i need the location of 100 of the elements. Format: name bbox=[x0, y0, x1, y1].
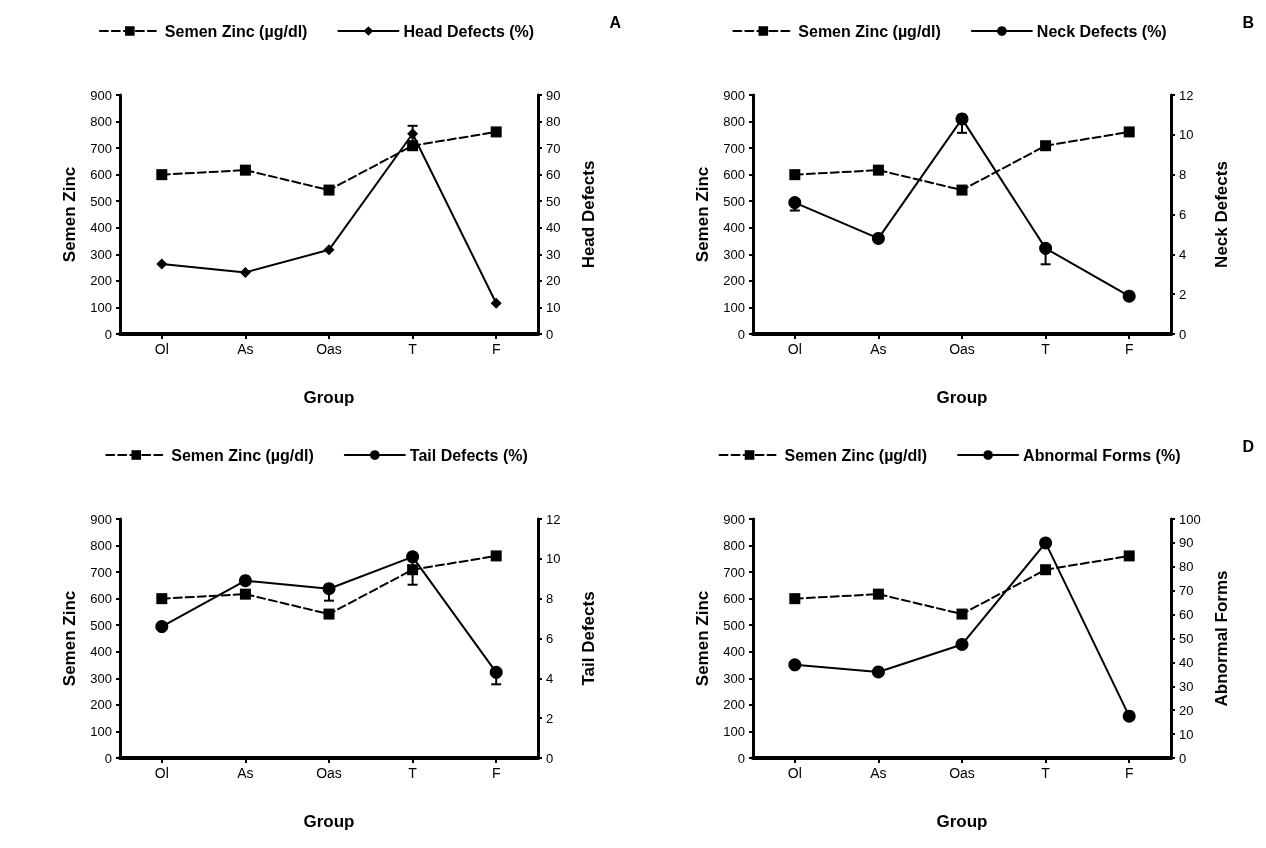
y2-tick-label: 8 bbox=[1179, 167, 1187, 183]
y-tick-label: 600 bbox=[90, 167, 112, 183]
y2-axis-title: Abnormal Forms bbox=[1212, 570, 1231, 707]
y-tick-label: 400 bbox=[723, 220, 745, 236]
y-tick-label: 0 bbox=[737, 326, 745, 342]
y2-tick-label: 6 bbox=[1179, 207, 1187, 222]
x-tick-label: T bbox=[1041, 341, 1051, 357]
point bbox=[1040, 564, 1052, 576]
point bbox=[407, 140, 419, 152]
y2-tick-label: 0 bbox=[546, 326, 554, 342]
y-tick-label: 700 bbox=[723, 564, 745, 580]
y-tick-label: 200 bbox=[723, 697, 745, 713]
point bbox=[155, 620, 169, 634]
x-tick-label: T bbox=[408, 765, 418, 781]
y-tick-label: 300 bbox=[723, 246, 745, 262]
point bbox=[871, 665, 885, 679]
x-axis-title: Group bbox=[936, 388, 988, 407]
y-tick-label: 700 bbox=[723, 140, 745, 156]
y-tick-label: 900 bbox=[90, 87, 112, 103]
y2-tick-label: 80 bbox=[546, 114, 561, 130]
point bbox=[239, 588, 251, 600]
text: A bbox=[609, 13, 622, 31]
y-tick-label: 700 bbox=[90, 564, 112, 580]
y2-tick-label: 30 bbox=[1179, 678, 1194, 694]
point bbox=[238, 574, 252, 588]
x-tick-label: As bbox=[237, 341, 254, 357]
point bbox=[1123, 550, 1135, 562]
point bbox=[1040, 140, 1052, 152]
point bbox=[323, 184, 335, 196]
y2-tick-label: 90 bbox=[1179, 535, 1194, 551]
legend-label: Neck Defects (%) bbox=[1036, 22, 1167, 40]
text: B bbox=[1242, 13, 1255, 31]
legend-label: Semen Zinc (µg/dl) bbox=[164, 22, 308, 40]
x-axis-title: Group bbox=[303, 812, 355, 831]
point bbox=[239, 164, 251, 176]
point bbox=[406, 550, 420, 564]
x-tick-label: Oas bbox=[949, 341, 975, 357]
y-tick-label: 100 bbox=[90, 299, 112, 315]
point bbox=[490, 550, 502, 562]
y2-tick-label: 6 bbox=[546, 631, 554, 646]
y-tick-label: 600 bbox=[723, 167, 745, 183]
legend-label: Semen Zinc (µg/dl) bbox=[171, 446, 314, 464]
y-tick-label: 800 bbox=[723, 114, 745, 130]
x-tick-label: T bbox=[1041, 765, 1051, 781]
x-tick-label: As bbox=[870, 765, 887, 781]
y-tick-label: 800 bbox=[723, 538, 745, 554]
y-tick-label: 100 bbox=[723, 299, 745, 315]
point bbox=[323, 608, 335, 620]
y-tick-label: 500 bbox=[90, 617, 112, 633]
y2-tick-label: 60 bbox=[1179, 607, 1194, 623]
y-tick-label: 0 bbox=[104, 326, 112, 342]
point bbox=[955, 637, 969, 651]
y-tick-label: 0 bbox=[737, 750, 745, 766]
point bbox=[323, 244, 335, 256]
y-tick-label: 0 bbox=[104, 750, 112, 766]
point bbox=[1123, 126, 1135, 138]
legend-label: Abnormal Forms (%) bbox=[1023, 446, 1181, 464]
y-tick-label: 500 bbox=[90, 193, 112, 209]
point bbox=[1039, 241, 1053, 255]
y-tick-label: 900 bbox=[90, 511, 112, 527]
point bbox=[407, 564, 419, 576]
y2-axis-title: Head Defects bbox=[579, 160, 598, 269]
legend-label: Semen Zinc (µg/dl) bbox=[798, 22, 941, 40]
y2-tick-label: 80 bbox=[1179, 559, 1194, 575]
point bbox=[872, 588, 884, 600]
y-tick-label: 800 bbox=[90, 538, 112, 554]
y-tick-label: 200 bbox=[90, 697, 112, 713]
y-tick-label: 500 bbox=[723, 617, 745, 633]
y2-tick-label: 100 bbox=[1179, 511, 1201, 527]
y-tick-label: 300 bbox=[90, 246, 112, 262]
y-axis-title: Semen Zinc bbox=[60, 166, 79, 263]
y2-tick-label: 2 bbox=[546, 710, 554, 726]
point bbox=[955, 112, 969, 126]
y2-tick-label: 0 bbox=[546, 750, 554, 766]
point bbox=[322, 582, 336, 596]
point bbox=[407, 128, 419, 140]
x-tick-label: Oas bbox=[316, 765, 342, 781]
y-tick-label: 200 bbox=[723, 273, 745, 289]
y2-tick-label: 70 bbox=[546, 140, 561, 156]
point bbox=[789, 593, 801, 605]
y-tick-label: 400 bbox=[723, 644, 745, 660]
y2-tick-label: 10 bbox=[546, 551, 561, 567]
legend-label: Tail Defects (%) bbox=[409, 446, 528, 464]
y-axis-title: Semen Zinc bbox=[693, 590, 712, 687]
point bbox=[956, 608, 968, 620]
legend-label: Semen Zinc (µg/dl) bbox=[784, 446, 928, 464]
y2-tick-label: 4 bbox=[546, 670, 554, 686]
point bbox=[956, 184, 968, 196]
y2-axis-title: Neck Defects bbox=[1212, 161, 1231, 268]
point bbox=[156, 593, 168, 605]
point bbox=[489, 665, 503, 679]
y-tick-label: 500 bbox=[723, 193, 745, 209]
y2-tick-label: 50 bbox=[546, 193, 561, 209]
y2-tick-label: 40 bbox=[1179, 654, 1194, 670]
y-tick-label: 900 bbox=[723, 87, 745, 103]
y2-tick-label: 10 bbox=[546, 299, 561, 315]
x-tick-label: Ol bbox=[154, 341, 169, 357]
y2-tick-label: 0 bbox=[1179, 326, 1187, 342]
y-axis-title: Semen Zinc bbox=[60, 590, 79, 687]
y2-tick-label: 2 bbox=[1179, 286, 1187, 302]
